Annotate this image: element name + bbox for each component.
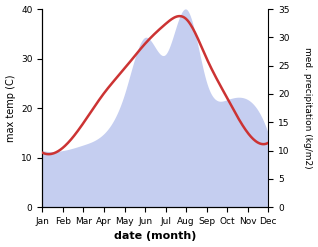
X-axis label: date (month): date (month)	[114, 231, 197, 242]
Y-axis label: max temp (C): max temp (C)	[5, 74, 16, 142]
Y-axis label: med. precipitation (kg/m2): med. precipitation (kg/m2)	[303, 47, 313, 169]
